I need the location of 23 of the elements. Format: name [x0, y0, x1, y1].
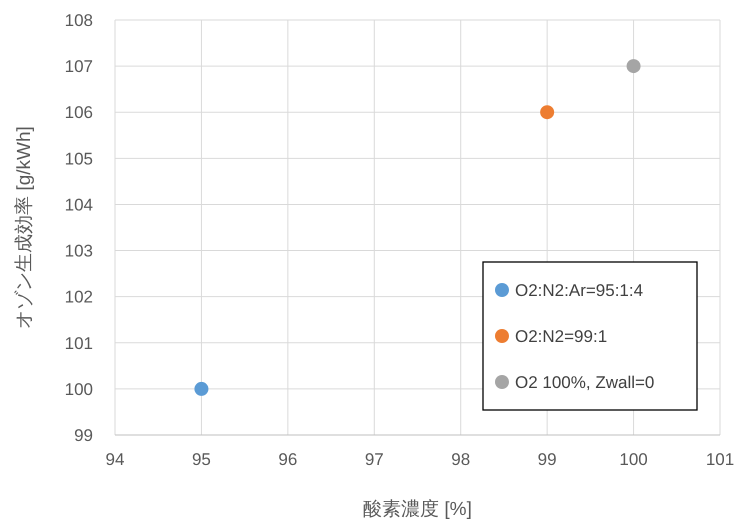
y-tick-label: 101: [64, 334, 93, 353]
y-tick-label: 100: [64, 380, 93, 399]
x-tick-label: 98: [451, 450, 470, 469]
y-tick-label: 105: [64, 149, 93, 168]
x-tick-label: 96: [278, 450, 298, 469]
legend-label: O2 100%, Zwall=0: [515, 373, 654, 392]
y-tick-label: 99: [74, 426, 93, 445]
x-tick-label: 100: [619, 450, 648, 469]
x-axis-title: 酸素濃度 [%]: [363, 498, 472, 520]
y-tick-label: 107: [64, 57, 93, 76]
y-tick-label: 104: [64, 195, 93, 214]
x-tick-label: 101: [706, 450, 734, 469]
x-tick-label: 95: [192, 450, 211, 469]
x-tick-label: 97: [364, 450, 384, 469]
legend-label: O2:N2=99:1: [515, 327, 608, 346]
x-tick-label: 94: [106, 450, 124, 469]
y-tick-label: 102: [64, 288, 93, 307]
y-tick-label: 108: [64, 11, 93, 30]
legend-label: O2:N2:Ar=95:1:4: [515, 281, 644, 300]
y-axis-title: オゾン生成効率 [g/kWh]: [13, 126, 35, 329]
y-tick-label: 103: [64, 242, 93, 261]
y-tick-label: 106: [64, 103, 93, 122]
x-tick-label: 99: [538, 450, 557, 469]
